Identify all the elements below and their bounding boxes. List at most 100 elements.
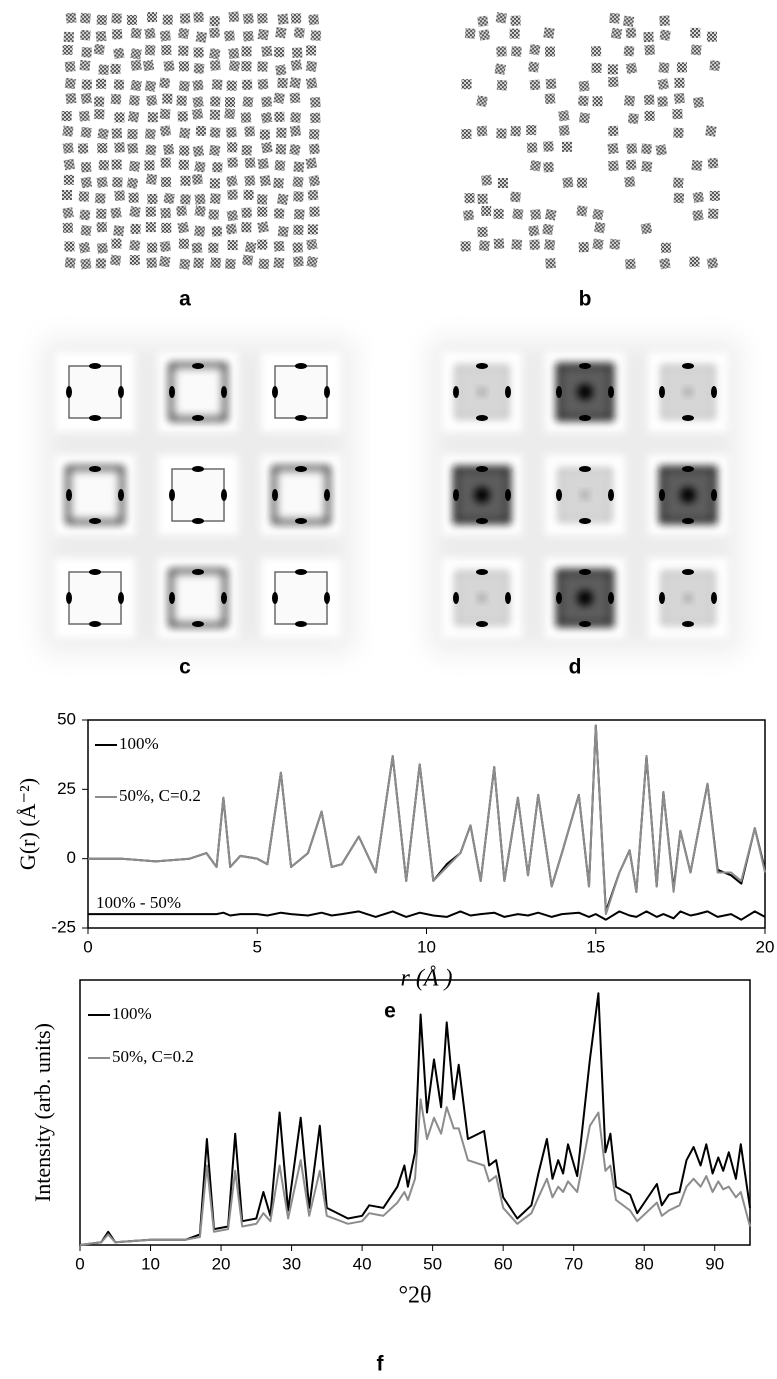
tile [289,143,301,156]
tile [257,158,269,170]
tile [163,60,175,72]
spot [192,415,204,421]
legend-label: 50%, C=0.2 [112,1047,194,1066]
tile [293,224,304,236]
tile [529,79,541,91]
x-tick-label: 80 [635,1254,654,1273]
tile [98,159,110,171]
tile [80,92,92,104]
series-line [79,992,751,1246]
tile [707,157,719,169]
tile [273,257,285,269]
tile [211,79,223,90]
tile [79,60,91,71]
spot [476,415,488,421]
spot [556,489,562,501]
tile [461,79,472,90]
spot [324,592,330,604]
tile [305,60,318,72]
spot [682,466,694,472]
tile [241,60,252,72]
tile [244,241,257,254]
spot [505,489,511,501]
tile [96,242,108,254]
tile [477,15,489,27]
tile [193,257,204,269]
spot [272,592,278,604]
tile [241,46,252,57]
tile [177,221,190,234]
series-line [88,910,766,921]
panel-label: a [179,288,191,311]
tile [209,16,220,27]
tile [114,112,125,123]
tile [241,207,252,219]
tile [78,110,90,122]
tile [96,176,108,188]
tile [241,222,252,233]
spot [118,489,124,501]
spot [577,590,593,606]
tile [607,142,619,155]
spot [169,489,175,501]
tile [293,191,304,202]
tile [495,12,508,24]
tile [130,48,142,60]
tile [477,193,488,205]
tile [79,209,91,221]
tile [130,27,142,39]
tile [607,64,618,75]
tile [144,44,156,56]
tile [690,27,701,38]
tile [146,94,158,107]
cell [66,466,124,524]
tile [510,45,522,57]
tile [242,79,253,90]
tile [308,143,320,155]
tile [127,142,139,154]
tile [460,241,471,252]
spot [89,415,101,421]
tile [78,241,91,254]
tile [511,239,523,250]
tile [226,80,237,91]
tile [544,93,556,105]
spot [711,386,717,398]
tile [244,157,256,169]
tile [146,257,158,269]
spot [711,489,717,501]
tile [259,175,271,187]
tile [144,80,157,92]
cell [274,365,328,419]
spot [192,518,204,524]
tile [97,143,108,154]
tile [692,96,705,109]
spot [659,489,665,501]
tile [130,223,141,234]
panel-label: b [579,288,592,311]
tile [96,78,107,89]
tile [209,127,221,139]
tile [180,175,191,186]
x-tick-label: 60 [494,1254,513,1273]
tile [209,178,220,189]
tile [562,176,574,189]
tile [309,96,321,108]
series-line [88,724,766,916]
tile [622,15,635,27]
spot [295,518,307,524]
tile [191,242,203,254]
tile [289,92,301,104]
tile [194,193,206,205]
tile [290,59,303,71]
tile [80,12,91,24]
tile [464,193,475,204]
tile [257,239,268,250]
spot [684,594,692,602]
tile [256,194,268,205]
tile [257,61,268,72]
tile [113,225,125,237]
tile [709,190,720,202]
tile [543,27,555,39]
